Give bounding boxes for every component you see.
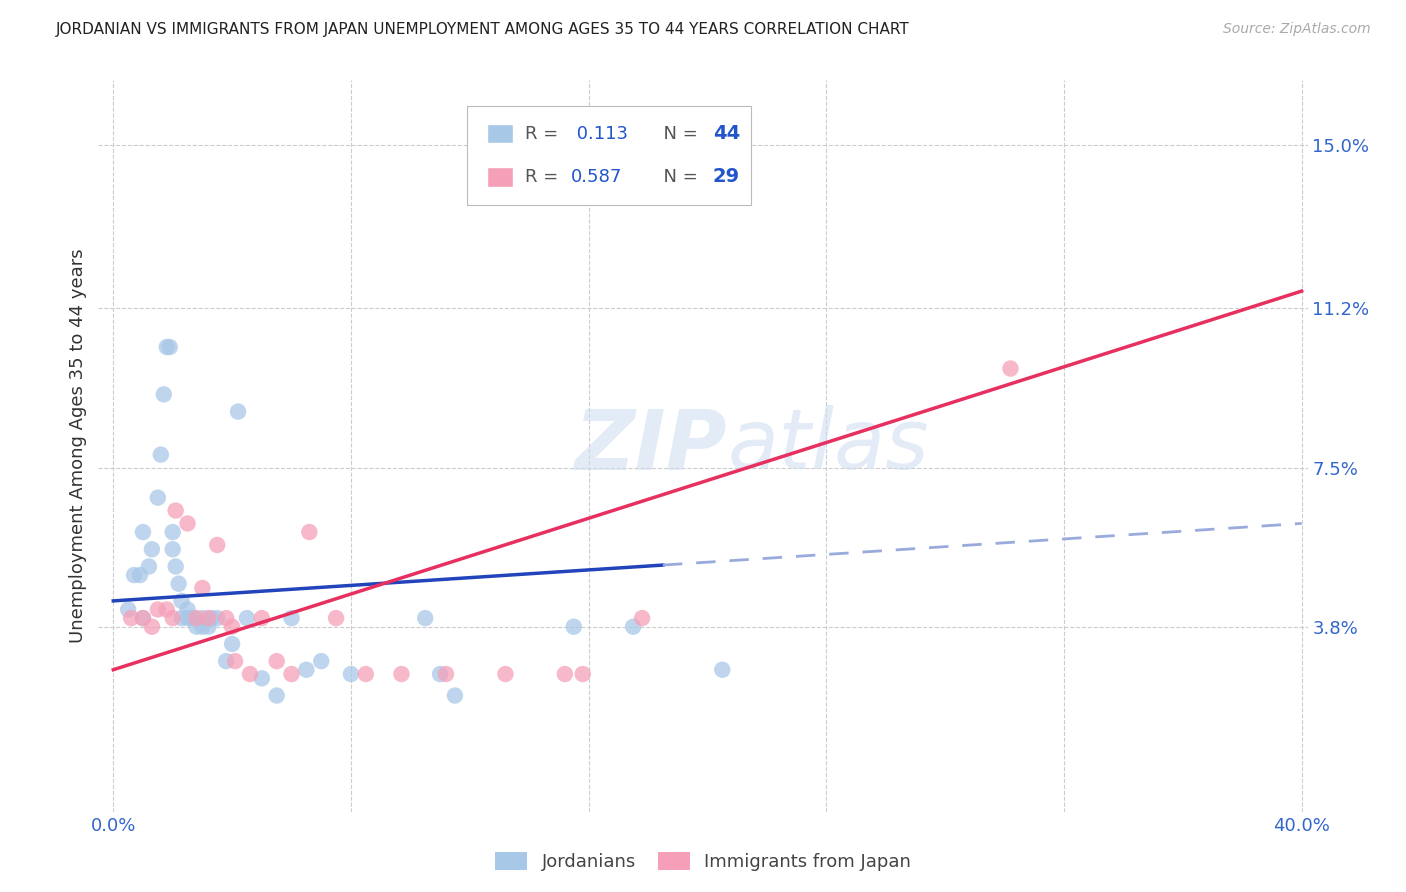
Point: [340, 667, 363, 681]
Text: 44: 44: [713, 124, 740, 143]
Point: [176, 516, 198, 531]
Point: [429, 667, 451, 681]
Text: 0.587: 0.587: [571, 168, 623, 186]
Point: [554, 667, 576, 681]
Text: JORDANIAN VS IMMIGRANTS FROM JAPAN UNEMPLOYMENT AMONG AGES 35 TO 44 YEARS CORREL: JORDANIAN VS IMMIGRANTS FROM JAPAN UNEMP…: [56, 22, 910, 37]
Point: [711, 663, 734, 677]
Text: R =: R =: [526, 168, 564, 186]
Point: [167, 576, 190, 591]
Point: [571, 667, 593, 681]
Point: [186, 620, 208, 634]
Point: [183, 611, 205, 625]
Point: [562, 620, 585, 634]
Point: [191, 581, 214, 595]
Point: [631, 611, 654, 625]
Point: [159, 340, 181, 354]
Text: R =: R =: [526, 125, 564, 143]
Point: [309, 654, 332, 668]
Point: [162, 542, 184, 557]
Point: [207, 611, 229, 625]
Point: [295, 663, 318, 677]
Point: [146, 491, 169, 505]
Point: [434, 667, 457, 681]
Point: [132, 524, 155, 539]
Point: [170, 611, 193, 625]
Point: [132, 611, 155, 625]
Point: [180, 611, 202, 625]
Point: [354, 667, 377, 681]
Point: [250, 611, 273, 625]
Point: [239, 667, 262, 681]
Point: [391, 667, 413, 681]
Point: [176, 611, 198, 625]
FancyBboxPatch shape: [486, 168, 513, 186]
Point: [149, 448, 172, 462]
Text: 0.113: 0.113: [571, 125, 628, 143]
Text: 29: 29: [713, 168, 740, 186]
Point: [280, 611, 302, 625]
Point: [221, 620, 243, 634]
FancyBboxPatch shape: [486, 124, 513, 144]
Point: [170, 594, 193, 608]
Point: [165, 503, 187, 517]
Point: [191, 620, 214, 634]
Point: [162, 611, 184, 625]
Point: [129, 568, 152, 582]
Point: [156, 340, 179, 354]
Point: [156, 602, 179, 616]
Point: [132, 611, 155, 625]
Point: [207, 538, 229, 552]
Point: [138, 559, 160, 574]
Point: [191, 611, 214, 625]
Point: [165, 559, 187, 574]
Point: [298, 524, 321, 539]
Point: [215, 654, 238, 668]
Point: [280, 667, 302, 681]
Point: [146, 602, 169, 616]
Point: [226, 404, 249, 418]
Y-axis label: Unemployment Among Ages 35 to 44 years: Unemployment Among Ages 35 to 44 years: [69, 249, 87, 643]
Point: [444, 689, 467, 703]
Point: [266, 689, 288, 703]
FancyBboxPatch shape: [467, 106, 751, 204]
Point: [200, 611, 222, 625]
Point: [141, 620, 163, 634]
Point: [215, 611, 238, 625]
Point: [266, 654, 288, 668]
Point: [141, 542, 163, 557]
Point: [1000, 361, 1022, 376]
Point: [197, 620, 219, 634]
Point: [236, 611, 259, 625]
Point: [122, 568, 145, 582]
Text: N =: N =: [652, 168, 704, 186]
Point: [120, 611, 142, 625]
Point: [162, 524, 184, 539]
Text: Source: ZipAtlas.com: Source: ZipAtlas.com: [1223, 22, 1371, 37]
Point: [117, 602, 139, 616]
Point: [152, 387, 174, 401]
Point: [224, 654, 246, 668]
Point: [621, 620, 644, 634]
Text: ZIP: ZIP: [575, 406, 727, 486]
Legend: Jordanians, Immigrants from Japan: Jordanians, Immigrants from Japan: [488, 846, 918, 879]
Point: [413, 611, 436, 625]
Point: [197, 611, 219, 625]
Point: [176, 602, 198, 616]
Text: atlas: atlas: [727, 406, 929, 486]
Text: N =: N =: [652, 125, 704, 143]
Point: [186, 611, 208, 625]
Point: [250, 671, 273, 685]
Point: [494, 667, 516, 681]
Point: [221, 637, 243, 651]
Point: [325, 611, 347, 625]
